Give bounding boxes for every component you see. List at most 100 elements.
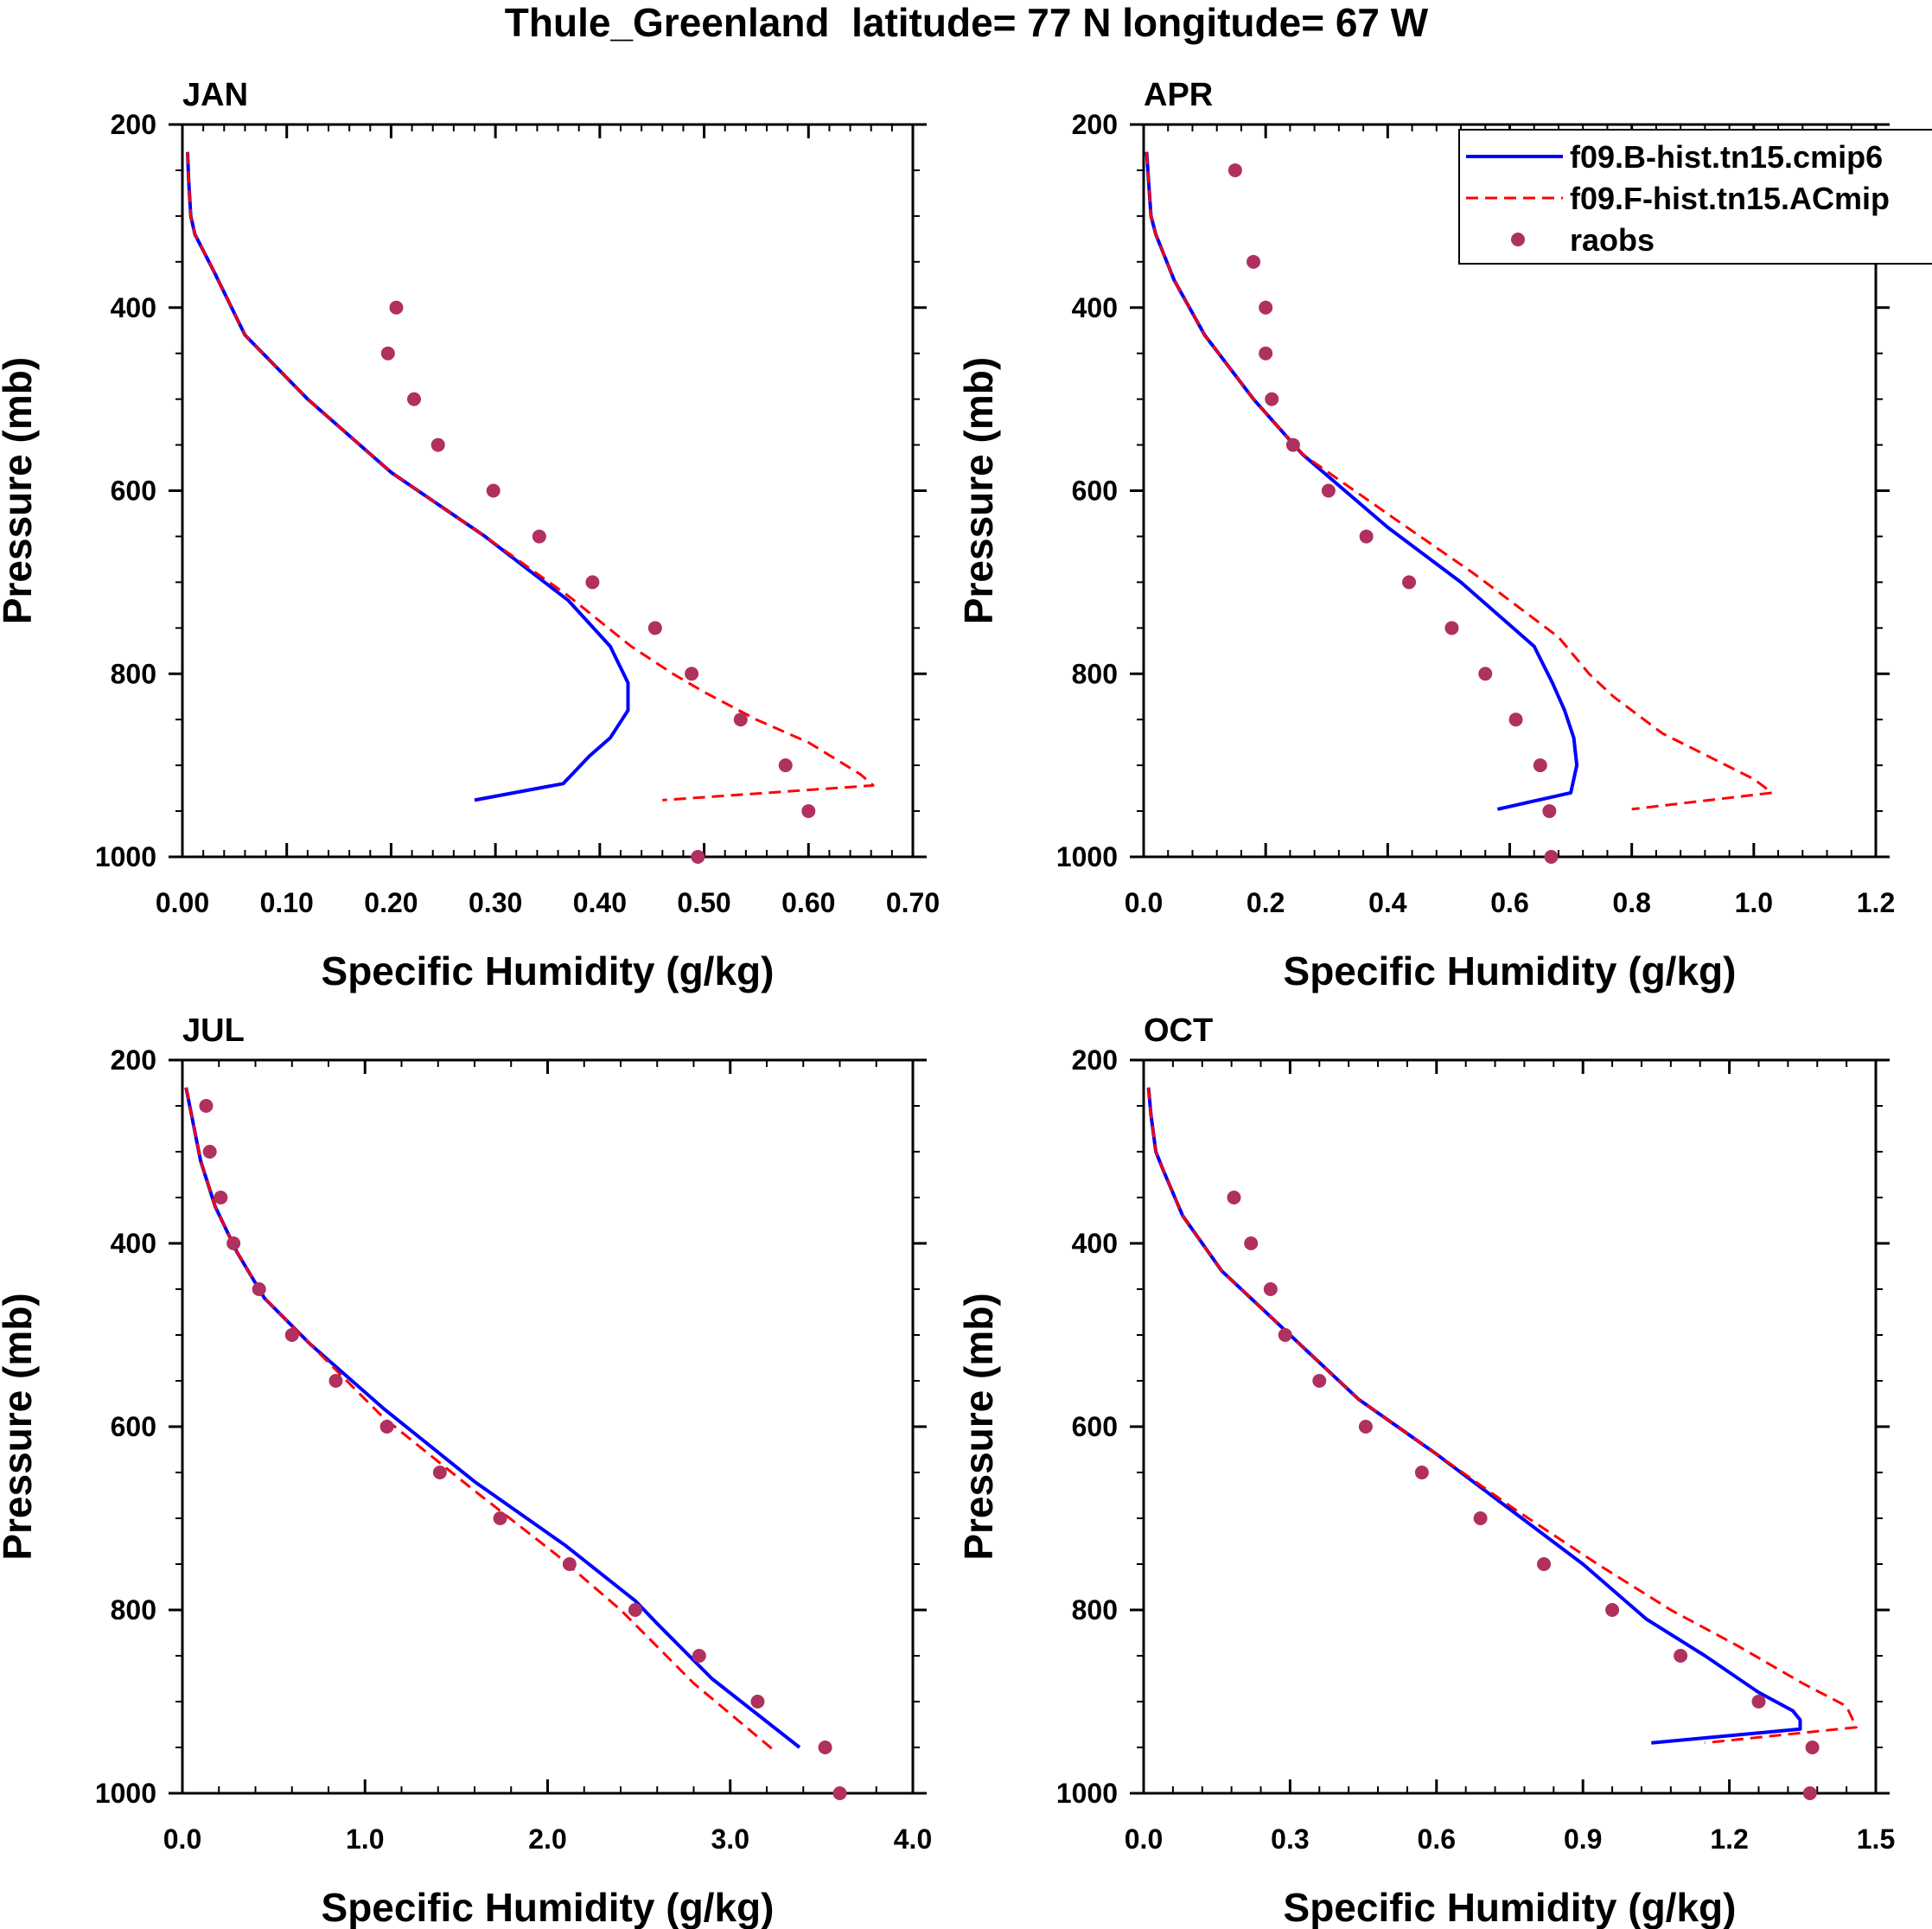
raobs-point <box>1802 1786 1817 1800</box>
plot-frame-jul <box>181 1058 915 1795</box>
y-axis-title: Pressure (mb) <box>0 1293 40 1560</box>
x-tick-label: 0.20 <box>364 887 418 918</box>
legend: f09.B-hist.tn15.cmip6 f09.F-hist.tn15.AC… <box>1458 129 1932 265</box>
raobs-point <box>389 300 404 315</box>
x-tick-label: 2.0 <box>528 1824 566 1855</box>
raobs-point <box>406 392 421 406</box>
raobs-point <box>284 1328 299 1342</box>
x-tick-label: 3.0 <box>711 1824 749 1855</box>
x-tick-label: 1.2 <box>1710 1824 1748 1855</box>
y-tick-label: 600 <box>111 476 156 507</box>
x-tick-label: 0.30 <box>469 887 522 918</box>
x-axis-title: Specific Humidity (g/kg) <box>1284 949 1737 993</box>
raobs-point <box>380 346 395 361</box>
y-tick-label: 800 <box>111 658 156 689</box>
raobs-point <box>1278 1328 1292 1342</box>
raobs-point <box>1674 1649 1688 1663</box>
raobs-point <box>691 850 705 864</box>
x-tick-label: 1.0 <box>346 1824 384 1855</box>
legend-marker-raobs <box>1511 233 1525 246</box>
raobs-point <box>692 1649 706 1663</box>
x-axis-title: Specific Humidity (g/kg) <box>1284 1885 1737 1929</box>
y-tick-label: 600 <box>111 1411 156 1442</box>
y-tick-label: 800 <box>1072 1594 1118 1626</box>
raobs-point <box>1227 163 1242 177</box>
panel-apr: 0.0 0.2 0.4 0.6 0.8 1.0 1.2 200 400 600 800 1000 APR… <box>956 77 1895 993</box>
raobs-point <box>1358 1420 1373 1434</box>
raobs-point <box>1359 529 1374 544</box>
y-tick-label: 800 <box>1072 658 1118 689</box>
raobs-point <box>202 1145 217 1159</box>
y-axis-title: Pressure (mb) <box>956 1293 1001 1560</box>
x-tick-label: 0.0 <box>1125 887 1163 918</box>
raobs-point <box>214 1191 228 1204</box>
x-tick-label: 0.3 <box>1271 1824 1309 1855</box>
panel-title-jul: JUL <box>182 1012 245 1049</box>
y-tick-label: 600 <box>1072 1411 1118 1442</box>
series-line-model-f-jan <box>186 151 875 802</box>
y-tick-label: 200 <box>111 109 156 140</box>
y-tick-label: 1000 <box>1056 841 1118 872</box>
raobs-point <box>1751 1695 1766 1709</box>
raobs-point <box>1312 1374 1327 1388</box>
panel-title-apr: APR <box>1144 77 1213 113</box>
y-tick-label: 600 <box>1072 476 1118 507</box>
y-tick-label: 200 <box>1072 109 1118 140</box>
raobs-point <box>562 1557 577 1571</box>
series-line-model-f-apr <box>1145 151 1774 811</box>
raobs-point <box>1227 1191 1241 1204</box>
y-tick-label: 200 <box>111 1044 156 1076</box>
raobs-point <box>328 1374 343 1388</box>
x-tick-label: 0.50 <box>677 887 730 918</box>
x-tick-label: 0.8 <box>1612 887 1650 918</box>
raobs-point <box>628 1603 642 1617</box>
series-line-model-b-jan <box>186 151 630 802</box>
y-tick-label: 1000 <box>95 1778 156 1809</box>
y-tick-label: 400 <box>111 1228 156 1259</box>
x-tick-label: 0.70 <box>886 887 940 918</box>
raobs-point <box>1259 300 1273 315</box>
raobs-point <box>1263 1282 1278 1296</box>
y-tick-label: 200 <box>1072 1044 1118 1076</box>
y-axis-title: Pressure (mb) <box>956 357 1001 624</box>
raobs-point <box>832 1786 847 1800</box>
raobs-point <box>379 1420 394 1434</box>
raobs-point <box>430 438 445 452</box>
y-tick-label: 800 <box>111 1594 156 1626</box>
y-axis-title: Pressure (mb) <box>0 357 40 624</box>
legend-box <box>1458 129 1932 265</box>
raobs-point <box>1508 712 1523 727</box>
series-line-model-f-oct <box>1147 1087 1858 1745</box>
raobs-point <box>1321 483 1336 498</box>
raobs-point <box>1537 1557 1552 1571</box>
raobs-point <box>1285 438 1300 452</box>
plot-frame-oct <box>1142 1058 1878 1795</box>
raobs-point <box>486 483 501 498</box>
x-tick-label: 1.0 <box>1735 887 1773 918</box>
x-tick-label: 0.00 <box>156 887 209 918</box>
x-axis-title: Specific Humidity (g/kg) <box>322 1885 775 1929</box>
legend-label-model-b: f09.B-hist.tn15.cmip6 <box>1570 139 1883 175</box>
panel-title-jan: JAN <box>182 77 248 113</box>
raobs-point <box>1605 1603 1620 1617</box>
panel-title-oct: OCT <box>1144 1012 1213 1049</box>
x-tick-label: 4.0 <box>894 1824 932 1855</box>
y-tick-label: 400 <box>111 292 156 323</box>
x-tick-label: 0.10 <box>260 887 314 918</box>
x-tick-label: 0.60 <box>781 887 835 918</box>
x-tick-label: 0.0 <box>163 1824 201 1855</box>
plot-frame-jan <box>181 123 915 859</box>
x-tick-label: 0.0 <box>1125 1824 1163 1855</box>
series-line-model-b-oct <box>1146 1087 1802 1745</box>
series-line-model-f-jul <box>184 1087 777 1753</box>
raobs-point <box>1265 392 1279 406</box>
raobs-point <box>1414 1466 1429 1479</box>
raobs-point <box>1544 850 1559 864</box>
y-tick-label: 1000 <box>1056 1778 1118 1809</box>
x-tick-label: 0.6 <box>1490 887 1528 918</box>
panel-jan: 0.00 0.10 0.20 0.30 0.40 0.50 0.60 0.70 200 400 60… <box>0 77 940 993</box>
x-tick-label: 0.2 <box>1247 887 1285 918</box>
raobs-point <box>199 1099 214 1113</box>
x-tick-label: 1.5 <box>1857 1824 1895 1855</box>
